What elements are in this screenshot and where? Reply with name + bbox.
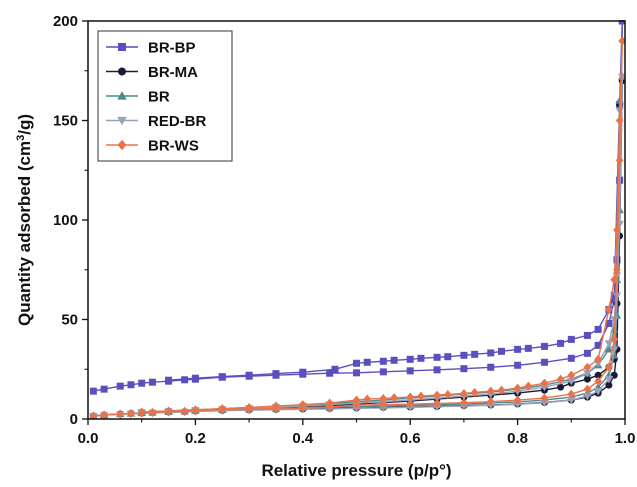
data-point	[460, 352, 467, 359]
data-point	[100, 410, 108, 419]
data-point	[116, 409, 124, 418]
data-point	[127, 381, 134, 388]
data-point	[272, 370, 279, 377]
x-tick-label: 0.0	[78, 430, 99, 447]
data-point	[434, 366, 441, 373]
data-point	[117, 383, 124, 390]
x-tick-label: 0.4	[292, 430, 314, 447]
data-point	[101, 386, 108, 393]
legend-marker	[118, 68, 126, 76]
data-point	[407, 367, 414, 374]
legend-label: BR-BP	[148, 40, 196, 57]
data-point	[471, 351, 478, 358]
x-tick-label: 0.6	[400, 430, 421, 447]
y-tick-label: 200	[53, 13, 78, 30]
data-point	[165, 377, 172, 384]
data-point	[181, 407, 189, 416]
y-tick-label: 100	[53, 212, 78, 229]
data-point	[514, 362, 521, 369]
y-axis-title: Quantity adsorbed (cm3/g)	[15, 114, 34, 326]
data-point	[595, 326, 602, 333]
data-point	[391, 357, 398, 364]
legend-label: BR	[148, 89, 170, 106]
data-point	[417, 355, 424, 362]
y-tick-label: 50	[61, 312, 78, 329]
data-point	[487, 349, 494, 356]
data-point	[138, 380, 145, 387]
data-point	[487, 364, 494, 371]
data-point	[380, 358, 387, 365]
legend-label: BR-WS	[148, 138, 199, 155]
data-point	[353, 369, 360, 376]
data-point	[380, 368, 387, 375]
legend-label: RED-BR	[148, 113, 206, 130]
data-point	[584, 350, 591, 357]
legend-label: BR-MA	[148, 64, 198, 81]
data-point	[514, 346, 521, 353]
y-tick-label: 150	[53, 113, 78, 130]
data-point	[460, 365, 467, 372]
x-tick-label: 1.0	[615, 430, 636, 447]
series-line-desorption	[169, 21, 623, 380]
data-point	[434, 354, 441, 361]
data-point	[498, 348, 505, 355]
data-point	[541, 343, 548, 350]
data-point	[353, 360, 360, 367]
legend-marker	[118, 43, 126, 51]
data-point	[541, 359, 548, 366]
data-point	[568, 355, 575, 362]
data-point	[127, 409, 135, 418]
data-point	[364, 359, 371, 366]
data-point	[568, 336, 575, 343]
data-point	[219, 373, 226, 380]
x-axis-title: Relative pressure (p/p°)	[261, 461, 451, 480]
y-tick-label: 0	[70, 411, 78, 428]
x-tick-label: 0.8	[507, 430, 528, 447]
x-tick-label: 0.2	[185, 430, 206, 447]
data-point	[149, 379, 156, 386]
legend: BR-BP BR-MA BR RED-BR BR-WS	[98, 31, 232, 161]
data-point	[332, 366, 339, 373]
data-point	[557, 340, 564, 347]
data-point	[525, 345, 532, 352]
data-point	[90, 388, 97, 395]
data-point	[246, 372, 253, 379]
data-point	[149, 408, 157, 417]
data-point	[444, 353, 451, 360]
data-point	[584, 332, 591, 339]
data-point	[616, 156, 624, 165]
data-point	[299, 369, 306, 376]
data-point	[407, 356, 414, 363]
data-point	[192, 375, 199, 382]
